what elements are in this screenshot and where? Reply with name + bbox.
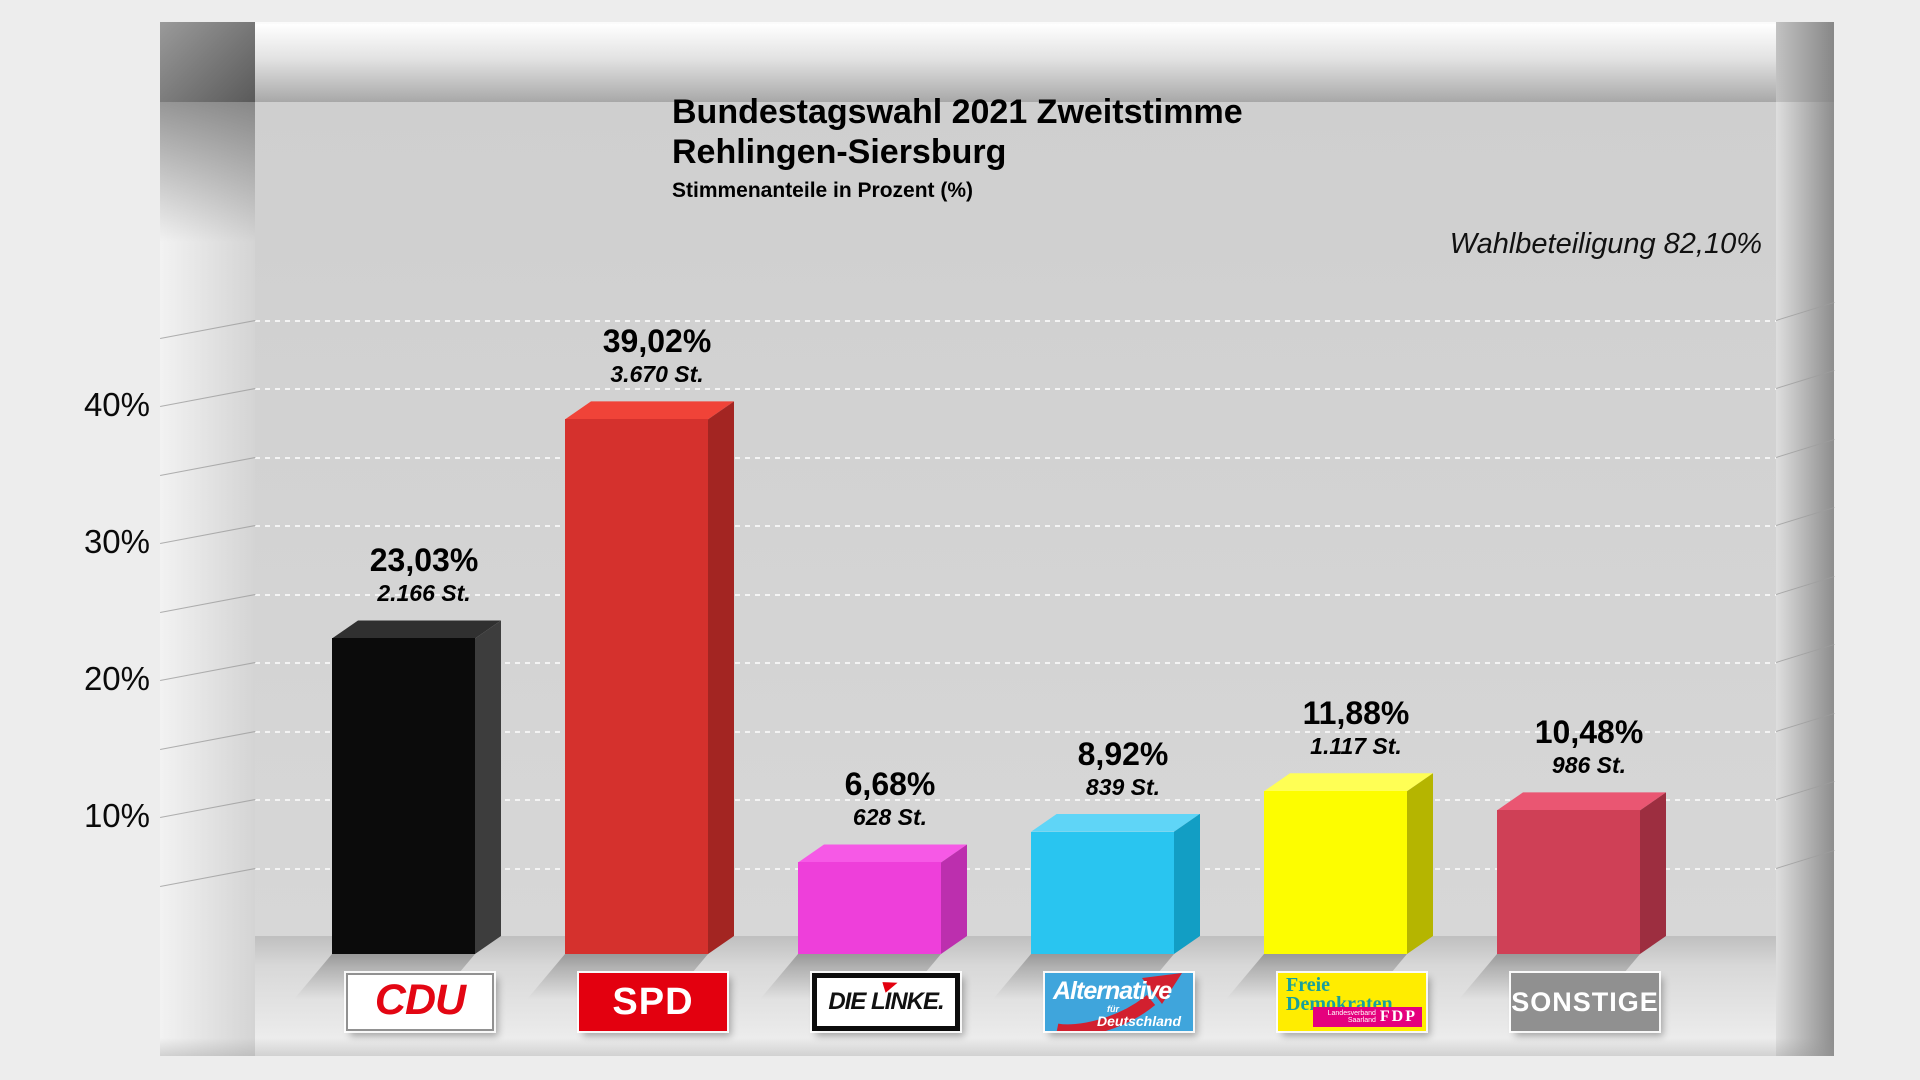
percent-label-afd: 8,92% — [1077, 735, 1169, 772]
logo-fdp-chip-text: FDP — [1379, 1008, 1417, 1025]
percent-label-spd: 39,02% — [602, 323, 712, 360]
y-axis-label-40: 40% — [83, 386, 150, 423]
logo-fdp: Freie Demokraten Landesverband Saarland … — [1278, 973, 1426, 1031]
bar-front-face — [332, 638, 475, 954]
turnout-note: Wahlbeteiligung 82,10% — [1449, 228, 1762, 260]
bar-side-face — [1407, 773, 1433, 954]
box-bottom-edge — [160, 1038, 1834, 1056]
gridline-35 — [255, 456, 1776, 459]
logo-afd-line3: Deutschland — [1097, 1013, 1182, 1029]
bar-top-face — [565, 401, 734, 420]
gridline-25 — [255, 593, 1776, 596]
chart-title: Bundestagswahl 2021 Zweitstimme — [672, 93, 1243, 131]
bar-top-face — [798, 844, 967, 863]
gridline-20 — [255, 662, 1776, 664]
percent-label-sonstige: 10,48% — [1534, 714, 1644, 751]
bar-top-face — [332, 620, 501, 639]
logo-cdu: CDU — [346, 973, 494, 1031]
bar-afd — [1031, 813, 1200, 954]
logo-fdp-chip: Landesverband Saarland FDP — [1312, 1007, 1422, 1027]
bar-cdu — [332, 620, 501, 954]
votes-label-cdu: 2.166 St. — [377, 580, 471, 607]
box-top-face — [160, 22, 1834, 102]
bar-front-face — [565, 419, 708, 954]
logo-die-linke: DIE LINKE. — [812, 973, 960, 1031]
gridline-5 — [255, 867, 1776, 870]
bar-spd — [565, 401, 734, 954]
y-axis-label-10: 10% — [83, 797, 150, 834]
y-axis-label-30: 30% — [83, 523, 150, 560]
gridline-45 — [255, 319, 1776, 322]
bar-front-face — [1031, 831, 1174, 954]
gridline-10 — [255, 799, 1776, 801]
votes-label-spd: 3.670 St. — [610, 361, 704, 388]
y-axis-label-20: 20% — [83, 660, 150, 697]
bar-front-face — [798, 862, 941, 954]
votes-label-sonstige: 986 St. — [1551, 752, 1627, 779]
bar-front-face — [1497, 810, 1640, 954]
logo-spd: SPD — [579, 973, 727, 1031]
gridline-30 — [255, 525, 1776, 527]
box-top-right-corner — [1776, 22, 1834, 102]
bar-side-face — [708, 401, 734, 954]
logo-die-linke-text: DIE LINKE. — [828, 988, 944, 1015]
box-top-left-corner — [160, 22, 255, 102]
logo-afd-line1: Alternative — [1053, 977, 1172, 1005]
left-wall — [160, 102, 255, 1056]
logo-afd: Alternative für Deutschland — [1045, 973, 1193, 1031]
logo-fdp-line1: Freie — [1286, 974, 1331, 996]
bar-fdp — [1264, 773, 1433, 954]
axis-note: Stimmenanteile in Prozent (%) — [672, 179, 974, 202]
percent-label-cdu: 23,03% — [369, 542, 479, 579]
percent-label-fdp: 11,88% — [1302, 695, 1410, 732]
votes-label-fdp: 1.117 St. — [1310, 733, 1402, 760]
bar-top-face — [1031, 813, 1200, 832]
party-column-afd: 8,92% 839 St. Alternative für Deutschlan… — [0, 0, 1200, 1031]
logo-sonstige: SONSTIGE — [1511, 973, 1659, 1031]
afd-arrow-icon — [1056, 973, 1182, 1031]
bar-linke — [798, 844, 967, 954]
percent-label-linke: 6,68% — [844, 766, 936, 803]
votes-label-linke: 628 St. — [852, 804, 928, 831]
bar-side-face — [475, 620, 501, 954]
bar-front-face — [1264, 791, 1407, 954]
bar-side-face — [1640, 792, 1666, 954]
logo-spd-text: SPD — [612, 980, 694, 1023]
gridline-15 — [255, 730, 1776, 733]
bar-top-face — [1264, 773, 1433, 792]
bar-side-face — [941, 844, 967, 954]
party-column-fdp: 11,88% 1.117 St. Freie Demokraten Landes… — [0, 0, 1433, 1031]
votes-label-afd: 839 St. — [1085, 773, 1161, 800]
bar-sonstige — [1497, 792, 1666, 954]
logo-fdp-chip-small: Landesverband Saarland — [1327, 1010, 1376, 1024]
bar-side-face — [1174, 813, 1200, 954]
bar-top-face — [1497, 792, 1666, 811]
logo-cdu-text: CDU — [374, 975, 466, 1024]
gridline-40 — [255, 388, 1776, 390]
party-column-linke: 6,68% 628 St. DIE LINKE. — [0, 0, 967, 1031]
title-block: Bundestagswahl 2021 Zweitstimme Rehlinge… — [672, 92, 1243, 203]
logo-afd-line2: für — [1107, 1004, 1119, 1014]
logo-sonstige-text: SONSTIGE — [1511, 986, 1659, 1017]
chart-subtitle: Rehlingen-Siersburg — [672, 133, 1007, 171]
